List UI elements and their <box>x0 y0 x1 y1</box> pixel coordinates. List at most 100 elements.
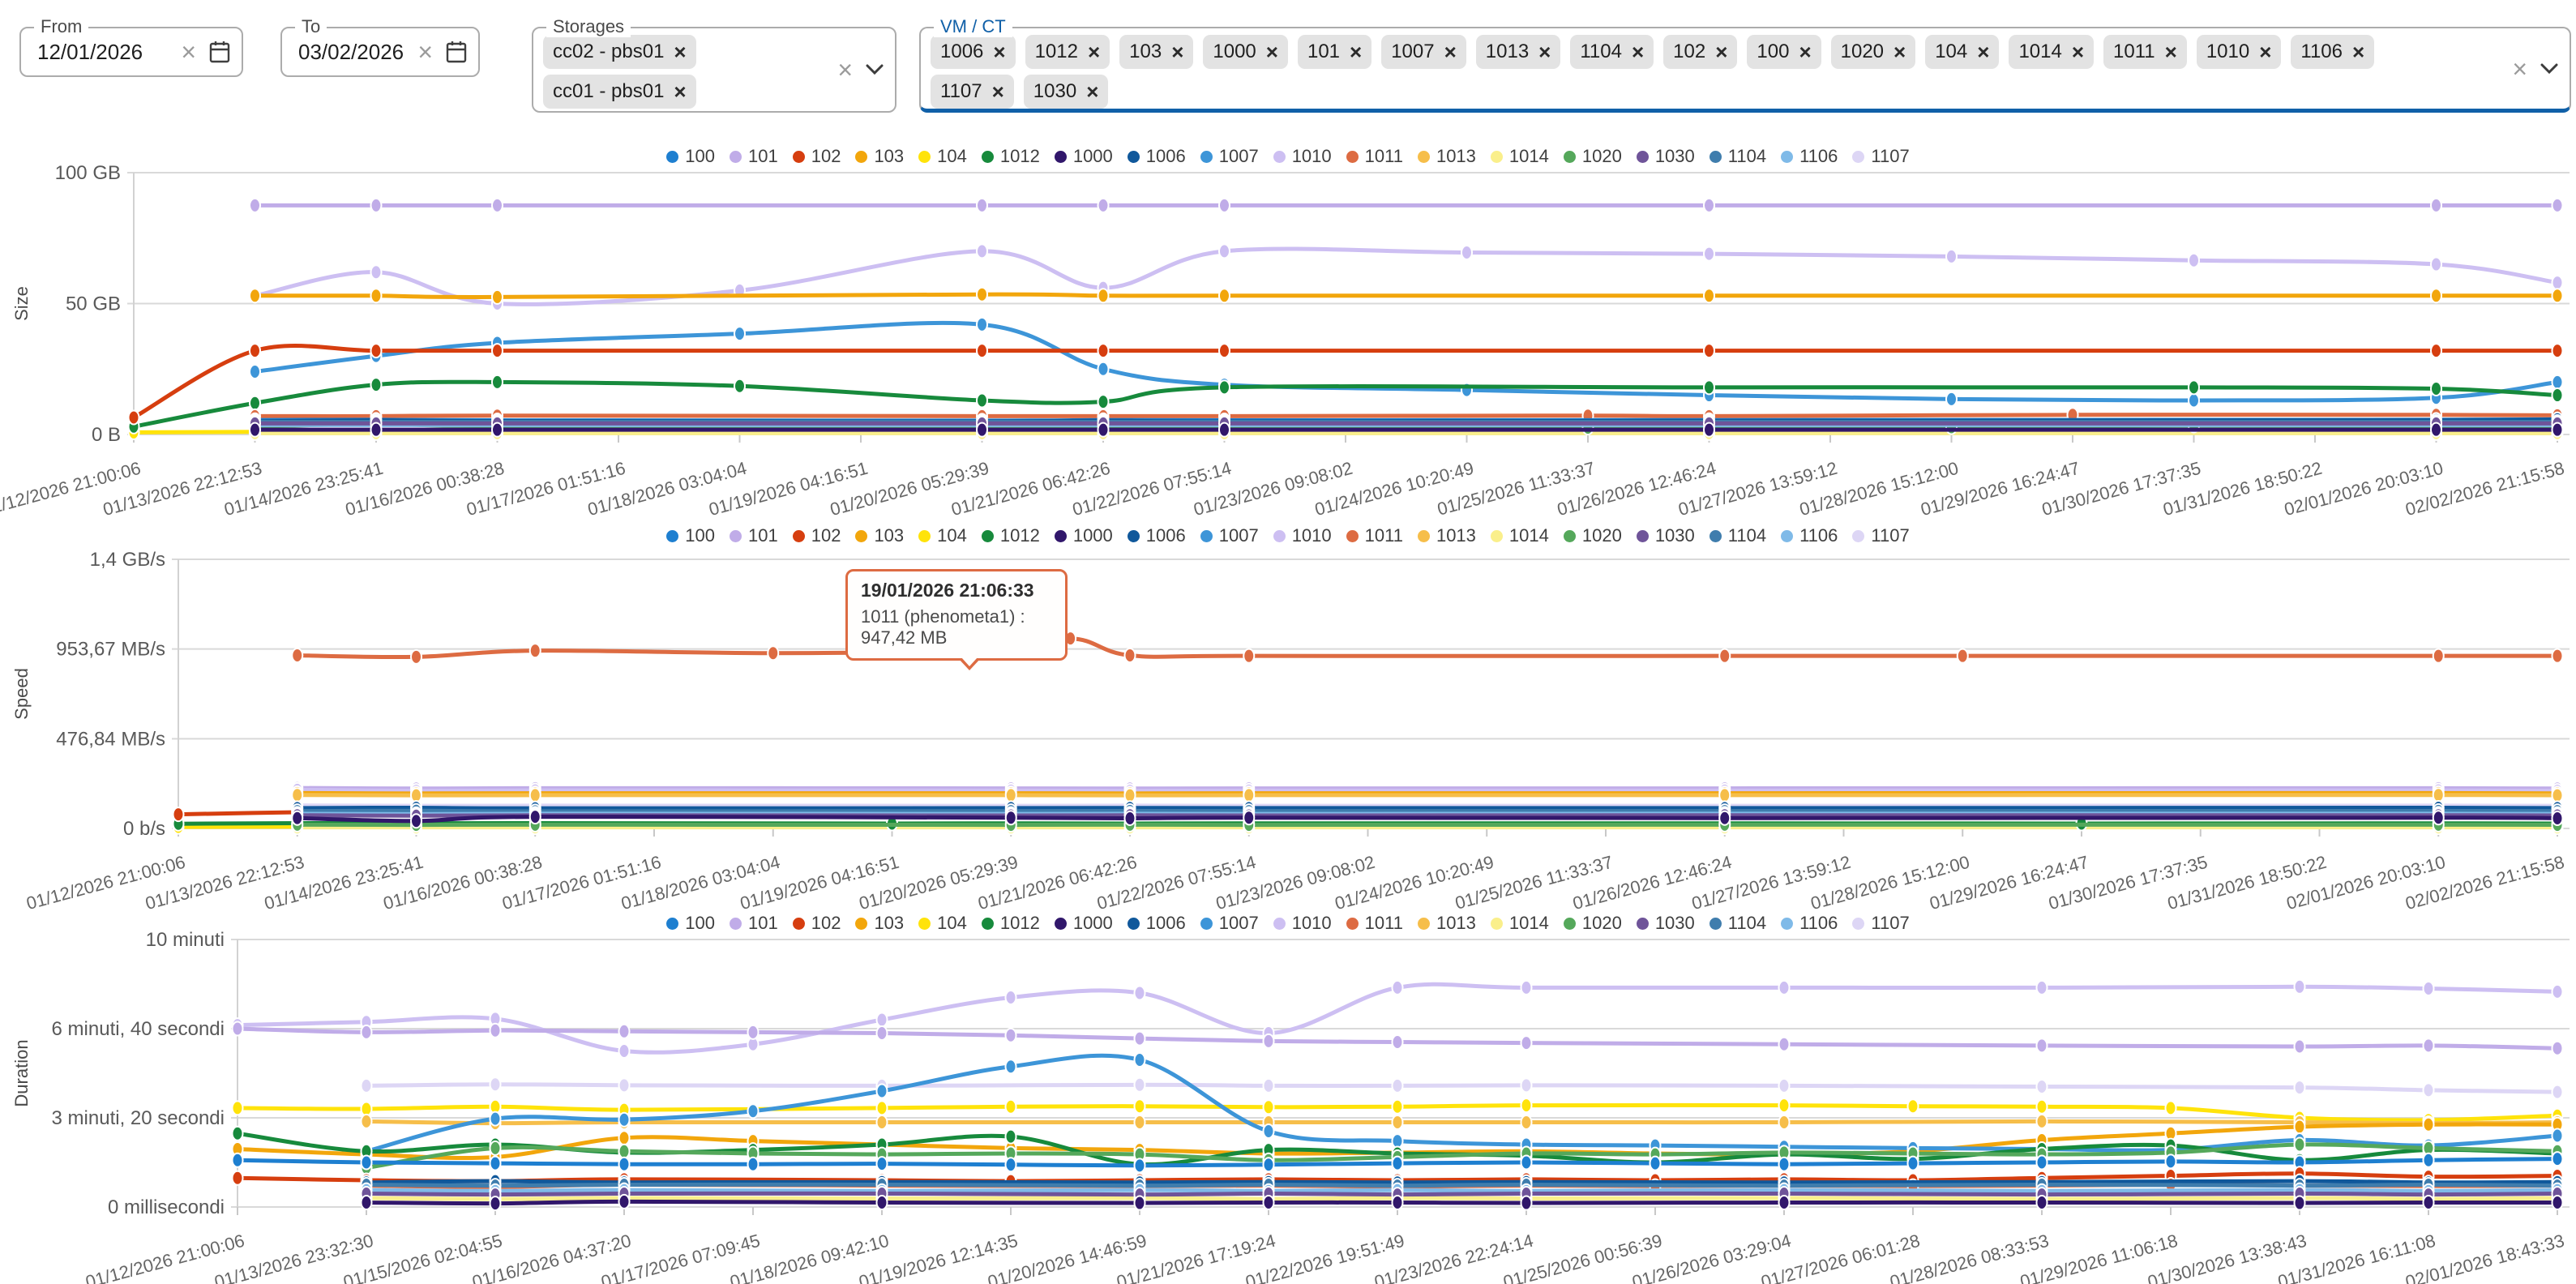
data-point-1000[interactable] <box>2551 422 2564 438</box>
data-point-1010[interactable] <box>2188 252 2200 268</box>
data-point-1012[interactable] <box>370 377 383 393</box>
legend-item-1106[interactable]: 1106 <box>1781 146 1838 167</box>
legend-item-1013[interactable]: 1013 <box>1417 146 1476 167</box>
data-point-1012[interactable] <box>1218 379 1230 396</box>
data-point-1107[interactable] <box>2551 1084 2564 1100</box>
data-point-100[interactable] <box>2422 1152 2435 1168</box>
data-point-104[interactable] <box>1262 1099 1275 1115</box>
data-point-102[interactable] <box>1703 343 1715 359</box>
data-point-1013[interactable] <box>1243 787 1256 803</box>
legend-item-1010[interactable]: 1010 <box>1273 913 1332 934</box>
data-point-100[interactable] <box>1262 1157 1275 1173</box>
vmct-chip[interactable]: 1014 × <box>2009 35 2095 69</box>
data-point-103[interactable] <box>2551 288 2564 304</box>
data-point-1010[interactable] <box>976 243 988 259</box>
data-point-101[interactable] <box>747 1024 760 1040</box>
chip-remove-icon[interactable]: × <box>2259 40 2272 64</box>
data-point-1007[interactable] <box>1097 361 1110 377</box>
to-date-field[interactable]: To 03/02/2026 × <box>280 16 480 77</box>
data-point-101[interactable] <box>2430 197 2442 213</box>
legend-item-1106[interactable]: 1106 <box>1781 525 1838 546</box>
chip-remove-icon[interactable]: × <box>1086 79 1099 104</box>
data-point-1107[interactable] <box>2035 1079 2048 1094</box>
data-point-1000[interactable] <box>1133 1195 1146 1211</box>
data-point-1012[interactable] <box>491 374 503 390</box>
from-date-field[interactable]: From 12/01/2026 × <box>19 16 243 77</box>
vmct-chip[interactable]: 1006 × <box>931 35 1016 69</box>
legend-item-102[interactable]: 102 <box>792 913 841 934</box>
data-point-100[interactable] <box>2035 1154 2048 1171</box>
data-point-100[interactable] <box>231 1152 244 1168</box>
data-point-1012[interactable] <box>2430 380 2442 396</box>
data-point-1010[interactable] <box>1461 245 1473 261</box>
data-point-1007[interactable] <box>2551 374 2564 390</box>
data-point-104[interactable] <box>231 1100 244 1116</box>
vmct-chip[interactable]: 102 × <box>1663 35 1738 69</box>
data-point-1000[interactable] <box>370 422 383 438</box>
data-point-103[interactable] <box>2430 288 2442 304</box>
legend-item-1020[interactable]: 1020 <box>1563 525 1622 546</box>
data-point-1012[interactable] <box>2188 379 2200 396</box>
data-point-101[interactable] <box>976 197 988 213</box>
vmct-chip[interactable]: 104 × <box>1925 35 2000 69</box>
data-point-1000[interactable] <box>2430 422 2442 438</box>
data-point-104[interactable] <box>2164 1100 2177 1116</box>
data-point-1007[interactable] <box>1945 391 1958 407</box>
vmct-chip[interactable]: 1030 × <box>1023 75 1109 109</box>
data-point-1011[interactable] <box>767 645 780 661</box>
data-point-101[interactable] <box>2551 1040 2564 1056</box>
data-point-1010[interactable] <box>1004 990 1017 1005</box>
data-point-102[interactable] <box>370 343 383 359</box>
data-point-100[interactable] <box>618 1156 631 1172</box>
data-point-1010[interactable] <box>2430 256 2442 272</box>
data-point-1011[interactable] <box>1956 648 1969 664</box>
data-point-1013[interactable] <box>528 787 541 803</box>
data-point-1010[interactable] <box>1133 985 1146 1001</box>
data-point-1000[interactable] <box>875 1195 888 1210</box>
data-point-101[interactable] <box>1391 1034 1404 1050</box>
data-point-104[interactable] <box>1520 1098 1533 1114</box>
legend-item-1107[interactable]: 1107 <box>1852 913 1910 934</box>
legend-item-1014[interactable]: 1014 <box>1490 146 1549 167</box>
data-point-101[interactable] <box>1133 1030 1146 1046</box>
vmct-chip[interactable]: 103 × <box>1119 35 1194 69</box>
legend-item-1106[interactable]: 1106 <box>1781 913 1838 934</box>
legend-item-1010[interactable]: 1010 <box>1273 146 1332 167</box>
legend-item-1011[interactable]: 1011 <box>1346 146 1403 167</box>
data-point-101[interactable] <box>360 1024 373 1040</box>
data-point-100[interactable] <box>360 1154 373 1171</box>
data-point-1010[interactable] <box>2035 979 2048 995</box>
data-point-104[interactable] <box>2035 1098 2048 1115</box>
data-point-1000[interactable] <box>1218 422 1230 438</box>
data-point-103[interactable] <box>2422 1116 2435 1132</box>
legend-item-103[interactable]: 103 <box>855 146 904 167</box>
vmct-clear-icon[interactable]: × <box>2512 54 2527 83</box>
data-point-101[interactable] <box>1004 1027 1017 1043</box>
data-point-1011[interactable] <box>1123 647 1136 663</box>
vmct-chip[interactable]: 1010 × <box>2196 35 2282 69</box>
chip-remove-icon[interactable]: × <box>1799 40 1812 64</box>
legend-item-103[interactable]: 103 <box>855 913 904 934</box>
data-point-1013[interactable] <box>1133 1115 1146 1130</box>
legend-item-1014[interactable]: 1014 <box>1490 525 1549 546</box>
legend-item-100[interactable]: 100 <box>666 913 715 934</box>
data-point-1007[interactable] <box>2551 1128 2564 1144</box>
data-point-1010[interactable] <box>875 1012 888 1028</box>
to-calendar-icon[interactable] <box>446 41 467 63</box>
data-point-103[interactable] <box>976 286 988 302</box>
data-point-104[interactable] <box>1778 1098 1791 1114</box>
legend-item-1011[interactable]: 1011 <box>1346 525 1403 546</box>
data-point-1011[interactable] <box>1718 648 1731 664</box>
data-point-1013[interactable] <box>2432 787 2445 803</box>
data-point-101[interactable] <box>491 197 503 213</box>
data-point-1000[interactable] <box>1391 1195 1404 1210</box>
storages-clear-icon[interactable]: × <box>837 55 853 84</box>
data-point-100[interactable] <box>1004 1157 1017 1173</box>
legend-item-1014[interactable]: 1014 <box>1490 913 1549 934</box>
data-point-101[interactable] <box>231 1021 244 1037</box>
data-point-1007[interactable] <box>618 1111 631 1128</box>
data-point-101[interactable] <box>2422 1038 2435 1054</box>
legend-item-1104[interactable]: 1104 <box>1709 913 1766 934</box>
data-point-1107[interactable] <box>2422 1082 2435 1098</box>
storages-multiselect[interactable]: Storages cc02 - pbs01 × cc01 - pbs01 × × <box>532 16 896 113</box>
